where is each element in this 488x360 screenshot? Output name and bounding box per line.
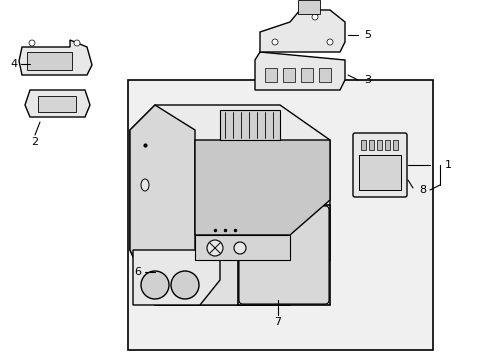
Ellipse shape	[141, 179, 149, 191]
Circle shape	[234, 242, 245, 254]
Text: 8: 8	[419, 185, 426, 195]
Polygon shape	[19, 40, 92, 75]
Bar	[27, 52, 72, 70]
Polygon shape	[260, 10, 345, 52]
Bar	[220, 110, 280, 140]
Text: 3: 3	[364, 75, 371, 85]
Bar	[360, 140, 365, 150]
Polygon shape	[133, 250, 220, 305]
Circle shape	[206, 240, 223, 256]
Bar	[384, 140, 389, 150]
Circle shape	[29, 40, 35, 46]
Text: 5: 5	[364, 30, 371, 40]
Bar	[368, 140, 373, 150]
Polygon shape	[238, 205, 329, 305]
Text: 6: 6	[134, 267, 141, 277]
Bar	[264, 68, 276, 82]
Bar	[318, 68, 330, 82]
Text: 1: 1	[444, 160, 450, 170]
Circle shape	[171, 271, 199, 299]
Circle shape	[74, 40, 80, 46]
Text: 4: 4	[10, 59, 18, 69]
FancyBboxPatch shape	[239, 206, 328, 304]
Bar	[283, 68, 294, 82]
Text: 2: 2	[31, 137, 39, 147]
Polygon shape	[130, 105, 329, 305]
Text: 7: 7	[274, 317, 281, 327]
Bar	[128, 80, 432, 350]
Bar	[301, 68, 312, 82]
Bar	[358, 155, 400, 190]
Polygon shape	[254, 52, 345, 90]
Polygon shape	[155, 260, 329, 305]
Bar	[392, 140, 397, 150]
Bar	[376, 140, 381, 150]
Polygon shape	[130, 105, 195, 305]
Bar	[38, 96, 76, 112]
Bar	[297, 0, 319, 14]
FancyBboxPatch shape	[352, 133, 406, 197]
Circle shape	[141, 271, 169, 299]
Circle shape	[326, 39, 332, 45]
Circle shape	[311, 14, 317, 20]
Bar	[195, 235, 289, 260]
Polygon shape	[25, 90, 90, 117]
Polygon shape	[195, 140, 329, 235]
Circle shape	[271, 39, 278, 45]
